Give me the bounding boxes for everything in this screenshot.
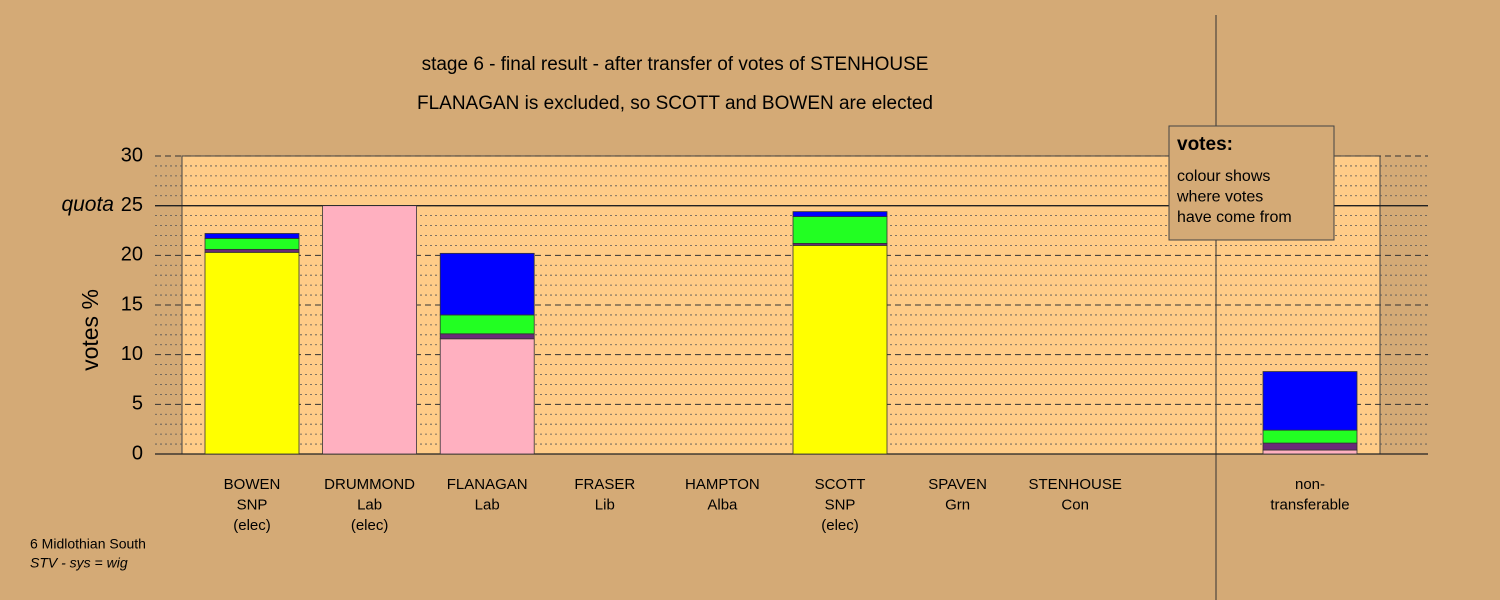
x-tick-label: FLANAGAN <box>447 476 528 493</box>
bar-segment <box>204 251 300 455</box>
x-tick-label: SCOTT <box>815 476 866 493</box>
legend-title: votes: <box>1177 134 1233 155</box>
x-tick-label: SPAVEN <box>928 476 987 493</box>
bar-segment <box>792 211 888 217</box>
x-tick-label: Alba <box>707 496 738 513</box>
x-tick-label: Grn <box>945 496 970 513</box>
x-tick-label: Con <box>1061 496 1089 513</box>
legend-box <box>1168 125 1335 241</box>
y-tick-label: 15 <box>121 293 143 315</box>
footer-line: 6 Midlothian South <box>30 536 146 552</box>
x-tick-label: (elec) <box>821 517 859 534</box>
bar-segment <box>1262 442 1358 451</box>
bar-segment <box>1262 371 1358 431</box>
y-tick-label: 20 <box>121 244 143 266</box>
bar-segment <box>322 205 418 455</box>
x-tick-label: transferable <box>1270 496 1349 513</box>
x-tick-label: SNP <box>237 496 268 513</box>
footer-line: STV - sys = wig <box>30 555 128 571</box>
bar-segment <box>792 244 888 455</box>
bar-segment <box>792 216 888 244</box>
x-tick-label: STENHOUSE <box>1029 476 1122 493</box>
x-tick-label: Lab <box>357 496 382 513</box>
bar-segment <box>439 252 535 316</box>
x-tick-label: FRASER <box>574 476 635 493</box>
x-tick-label: Lab <box>475 496 500 513</box>
y-tick-label: 10 <box>121 343 143 365</box>
x-tick-label: DRUMMOND <box>324 476 415 493</box>
chart-title: stage 6 - final result - after transfer … <box>422 54 929 75</box>
x-tick-label: (elec) <box>233 517 271 534</box>
legend-text: where votes <box>1176 189 1263 206</box>
bar-segment <box>1262 449 1358 455</box>
x-tick-label: SNP <box>825 496 856 513</box>
y-axis-label: votes % <box>77 289 103 371</box>
bar-segment <box>204 248 300 253</box>
bar-segment <box>439 333 535 340</box>
chart-subtitle: FLANAGAN is excluded, so SCOTT and BOWEN… <box>417 93 933 114</box>
legend-text: colour shows <box>1177 168 1270 185</box>
x-tick-label: BOWEN <box>224 476 281 493</box>
y-tick-label: 0 <box>132 442 143 464</box>
bar-segment <box>439 338 535 455</box>
y-tick-label: 25 <box>121 194 143 216</box>
x-tick-label: (elec) <box>351 517 389 534</box>
x-tick-label: Lib <box>595 496 615 513</box>
bar-segment <box>204 233 300 239</box>
bar-segment <box>439 314 535 335</box>
legend-text: have come from <box>1177 209 1292 226</box>
quota-label: quota <box>61 193 114 216</box>
x-tick-label: HAMPTON <box>685 476 760 493</box>
x-tick-label: non- <box>1295 476 1325 493</box>
y-tick-label: 5 <box>132 393 143 415</box>
bar-segment <box>204 238 300 250</box>
y-tick-label: 30 <box>121 144 143 166</box>
bar-segment <box>1262 429 1358 444</box>
